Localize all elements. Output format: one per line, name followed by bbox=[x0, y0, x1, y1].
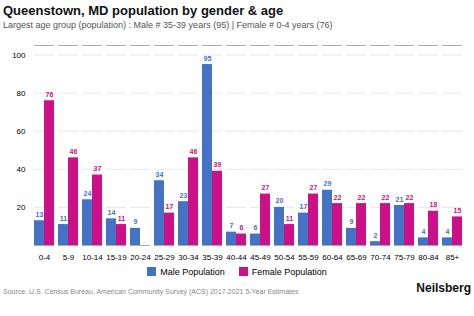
svg-text:25-29: 25-29 bbox=[154, 253, 175, 262]
svg-text:22: 22 bbox=[406, 194, 414, 201]
svg-text:24: 24 bbox=[84, 190, 92, 197]
svg-text:18: 18 bbox=[430, 201, 438, 208]
svg-text:35-39: 35-39 bbox=[202, 253, 223, 262]
svg-text:15: 15 bbox=[454, 207, 462, 214]
svg-text:22: 22 bbox=[358, 194, 366, 201]
svg-text:45-49: 45-49 bbox=[250, 253, 271, 262]
svg-text:20: 20 bbox=[276, 197, 284, 204]
svg-text:70-74: 70-74 bbox=[370, 253, 391, 262]
svg-text:76: 76 bbox=[46, 91, 54, 98]
svg-text:20: 20 bbox=[17, 203, 26, 212]
svg-text:11: 11 bbox=[60, 215, 68, 222]
svg-text:6: 6 bbox=[240, 224, 244, 231]
svg-text:9: 9 bbox=[350, 218, 354, 225]
svg-text:27: 27 bbox=[310, 184, 318, 191]
svg-text:50-54: 50-54 bbox=[274, 253, 295, 262]
svg-text:20-24: 20-24 bbox=[130, 253, 151, 262]
svg-text:39: 39 bbox=[214, 161, 222, 168]
svg-text:30-34: 30-34 bbox=[178, 253, 199, 262]
svg-text:11: 11 bbox=[286, 215, 294, 222]
svg-text:22: 22 bbox=[382, 194, 390, 201]
svg-text:6: 6 bbox=[254, 224, 258, 231]
svg-text:22: 22 bbox=[334, 194, 342, 201]
html-text:Neilsberg: Neilsberg bbox=[416, 281, 471, 295]
svg-text:15-19: 15-19 bbox=[106, 253, 127, 262]
svg-text:2: 2 bbox=[374, 232, 378, 239]
svg-text:60-64: 60-64 bbox=[322, 253, 343, 262]
html-text:Queenstown, MD population by g: Queenstown, MD population by gender & ag… bbox=[3, 3, 284, 18]
html-text:Largest age group (population): Largest age group (population) : Male # … bbox=[3, 20, 333, 30]
svg-text:11: 11 bbox=[118, 215, 126, 222]
svg-text:60: 60 bbox=[17, 127, 26, 136]
svg-text:5-9: 5-9 bbox=[63, 253, 75, 262]
html-text:Female Population: Female Population bbox=[251, 267, 327, 277]
svg-text:21: 21 bbox=[396, 196, 404, 203]
svg-text:10-14: 10-14 bbox=[82, 253, 103, 262]
svg-text:75-79: 75-79 bbox=[394, 253, 415, 262]
svg-text:80-84: 80-84 bbox=[418, 253, 439, 262]
svg-text:13: 13 bbox=[36, 211, 44, 218]
svg-text:95: 95 bbox=[204, 55, 212, 62]
svg-text:17: 17 bbox=[166, 203, 174, 210]
svg-text:17: 17 bbox=[300, 203, 308, 210]
svg-text:0-4: 0-4 bbox=[39, 253, 51, 262]
html-text:Male Population: Male Population bbox=[160, 267, 225, 277]
svg-text:9: 9 bbox=[134, 218, 138, 225]
svg-text:29: 29 bbox=[324, 180, 332, 187]
svg-text:80: 80 bbox=[17, 89, 26, 98]
svg-text:40: 40 bbox=[17, 165, 26, 174]
svg-text:7: 7 bbox=[230, 222, 234, 229]
svg-text:85+: 85+ bbox=[446, 253, 460, 262]
svg-text:4: 4 bbox=[446, 228, 450, 235]
svg-text:40-44: 40-44 bbox=[226, 253, 247, 262]
svg-text:65-69: 65-69 bbox=[346, 253, 367, 262]
svg-text:100: 100 bbox=[12, 51, 26, 60]
svg-text:37: 37 bbox=[94, 165, 102, 172]
svg-text:27: 27 bbox=[262, 184, 270, 191]
svg-text:14: 14 bbox=[108, 209, 116, 216]
svg-text:46: 46 bbox=[190, 148, 198, 155]
svg-text:23: 23 bbox=[180, 192, 188, 199]
svg-text:4: 4 bbox=[422, 228, 426, 235]
svg-text:34: 34 bbox=[156, 171, 164, 178]
html-text:Source: U.S. Census Bureau, Am: Source: U.S. Census Bureau, American Com… bbox=[3, 288, 299, 295]
svg-text:46: 46 bbox=[70, 148, 78, 155]
svg-text:55-59: 55-59 bbox=[298, 253, 319, 262]
